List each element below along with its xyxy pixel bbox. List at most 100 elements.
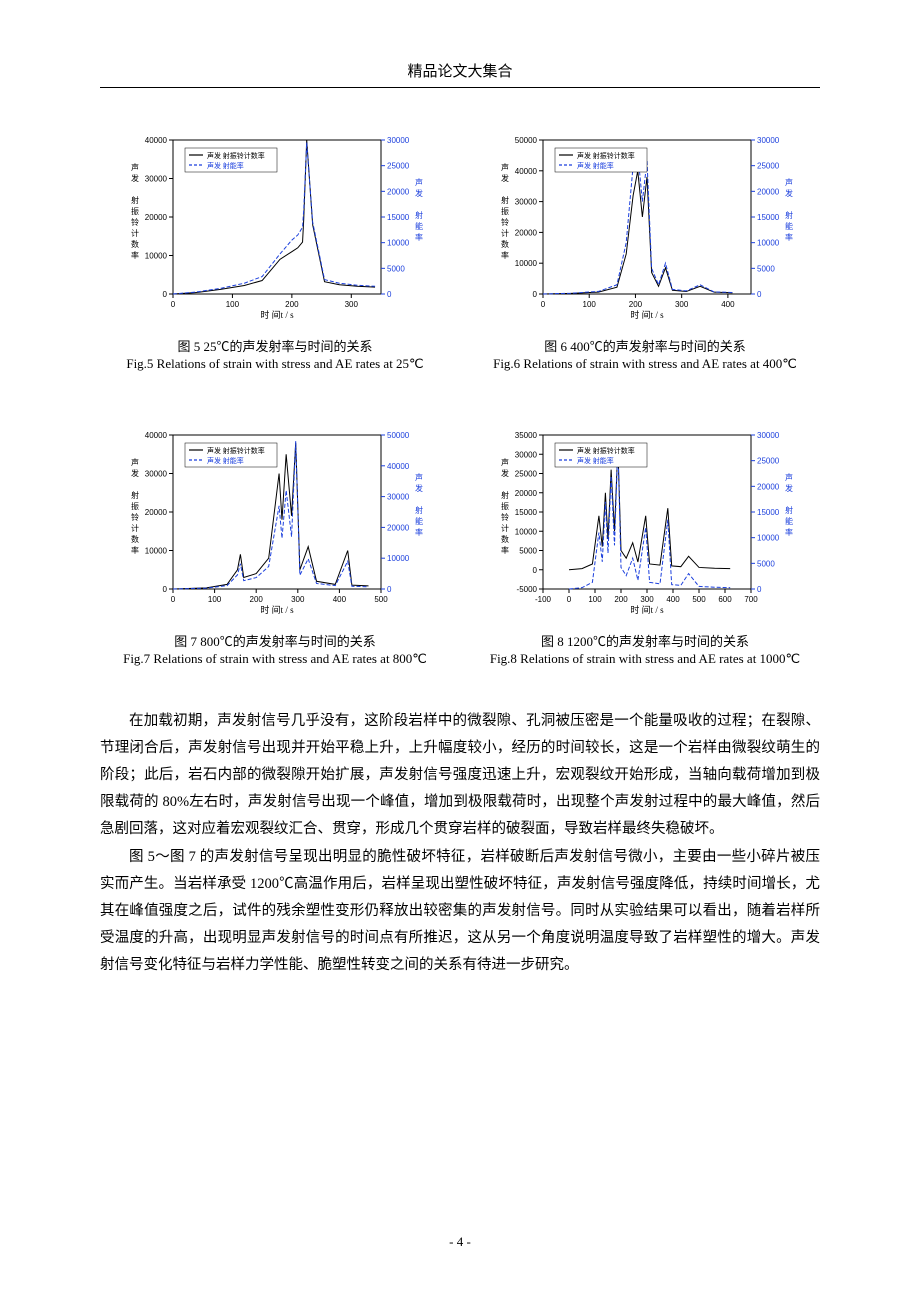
svg-text:率: 率 [785,527,793,537]
svg-text:射: 射 [785,505,793,515]
svg-text:400: 400 [666,595,680,604]
svg-text:10000: 10000 [387,554,410,563]
svg-text:10000: 10000 [515,527,538,536]
header-title: 精品论文大集合 [407,64,512,80]
fig6-caption-cn: 图 6 400℃的声发射率与时间的关系 [470,336,820,355]
svg-text:20000: 20000 [515,228,538,237]
svg-text:能: 能 [785,221,793,231]
svg-text:率: 率 [415,527,423,537]
svg-text:发: 发 [131,468,139,478]
page-header: 精品论文大集合 [100,60,820,88]
svg-text:35000: 35000 [515,431,538,440]
svg-text:0: 0 [387,290,392,299]
svg-text:声: 声 [785,177,793,187]
svg-text:发: 发 [415,188,423,198]
chart-fig7: 0100200300400500010000200003000040000010… [125,423,425,623]
svg-text:40000: 40000 [515,167,538,176]
svg-text:声: 声 [131,162,139,172]
svg-text:300: 300 [291,595,305,604]
svg-text:数: 数 [501,239,509,249]
svg-text:200: 200 [250,595,264,604]
svg-text:30000: 30000 [515,198,538,207]
svg-text:40000: 40000 [387,462,410,471]
figure-7: 0100200300400500010000200003000040000010… [100,423,450,668]
svg-text:射: 射 [501,195,509,205]
svg-text:5000: 5000 [757,560,775,569]
svg-text:200: 200 [629,300,643,309]
figure-5: 0100200300010000200003000040000050001000… [100,128,450,373]
svg-text:射: 射 [501,490,509,500]
svg-text:600: 600 [718,595,732,604]
svg-text:铃: 铃 [131,217,139,227]
svg-text:100: 100 [588,595,602,604]
svg-text:25000: 25000 [387,162,410,171]
svg-text:射: 射 [131,490,139,500]
svg-text:0: 0 [757,585,762,594]
svg-text:-100: -100 [535,595,552,604]
svg-text:铃: 铃 [131,512,139,522]
svg-text:声: 声 [415,472,423,482]
svg-text:500: 500 [374,595,388,604]
svg-text:300: 300 [640,595,654,604]
chart-fig6: 0100200300400010000200003000040000500000… [495,128,795,328]
svg-text:400: 400 [333,595,347,604]
svg-text:30000: 30000 [145,470,168,479]
svg-text:15000: 15000 [387,213,410,222]
svg-text:20000: 20000 [387,524,410,533]
svg-text:20000: 20000 [145,213,168,222]
fig8-caption-en: Fig.8 Relations of strain with stress an… [470,650,820,668]
svg-text:0: 0 [541,300,546,309]
svg-text:10000: 10000 [387,239,410,248]
paragraph-1: 在加载初期，声发射信号几乎没有，这阶段岩样中的微裂隙、孔洞被压密是一个能量吸收的… [100,708,820,842]
svg-text:200: 200 [285,300,299,309]
svg-text:声发 射能率: 声发 射能率 [577,456,614,465]
figure-6: 0100200300400010000200003000040000500000… [470,128,820,373]
svg-text:40000: 40000 [145,431,168,440]
svg-text:率: 率 [501,545,509,555]
svg-text:时 间t / s: 时 间t / s [260,604,294,615]
svg-text:计: 计 [131,523,139,533]
chart-fig8: -1000100200300400500600700-5000050001000… [495,423,795,623]
svg-text:声发 射能率: 声发 射能率 [207,456,244,465]
svg-text:25000: 25000 [515,470,538,479]
svg-text:时 间t / s: 时 间t / s [630,604,664,615]
figures-grid: 0100200300010000200003000040000050001000… [100,128,820,668]
svg-text:声: 声 [501,457,509,467]
svg-text:10000: 10000 [145,252,168,261]
svg-text:20000: 20000 [387,187,410,196]
svg-text:声发 射能率: 声发 射能率 [577,161,614,170]
svg-text:0: 0 [171,300,176,309]
figure-8: -1000100200300400500600700-5000050001000… [470,423,820,668]
svg-text:能: 能 [785,516,793,526]
svg-text:声发 射振铃计数率: 声发 射振铃计数率 [577,446,635,455]
svg-text:30000: 30000 [515,450,538,459]
svg-text:率: 率 [415,232,423,242]
svg-text:10000: 10000 [757,239,780,248]
svg-text:声发 射振铃计数率: 声发 射振铃计数率 [577,151,635,160]
svg-text:发: 发 [415,483,423,493]
svg-text:15000: 15000 [515,508,538,517]
svg-text:100: 100 [226,300,240,309]
svg-text:数: 数 [131,534,139,544]
svg-text:10000: 10000 [515,259,538,268]
page-number: - 4 - [0,1234,920,1250]
svg-text:5000: 5000 [387,264,405,273]
svg-text:0: 0 [567,595,572,604]
svg-text:20000: 20000 [757,483,780,492]
svg-text:10000: 10000 [757,534,780,543]
svg-text:铃: 铃 [501,217,509,227]
svg-text:射: 射 [131,195,139,205]
svg-text:数: 数 [131,239,139,249]
svg-text:射: 射 [415,505,423,515]
fig7-caption-cn: 图 7 800℃的声发射率与时间的关系 [100,631,450,650]
svg-text:20000: 20000 [515,489,538,498]
svg-text:40000: 40000 [145,136,168,145]
svg-text:振: 振 [501,501,509,511]
svg-text:700: 700 [744,595,758,604]
svg-text:0: 0 [163,290,168,299]
svg-text:30000: 30000 [387,493,410,502]
svg-text:30000: 30000 [145,175,168,184]
svg-text:25000: 25000 [757,162,780,171]
svg-text:0: 0 [163,585,168,594]
svg-text:20000: 20000 [757,187,780,196]
